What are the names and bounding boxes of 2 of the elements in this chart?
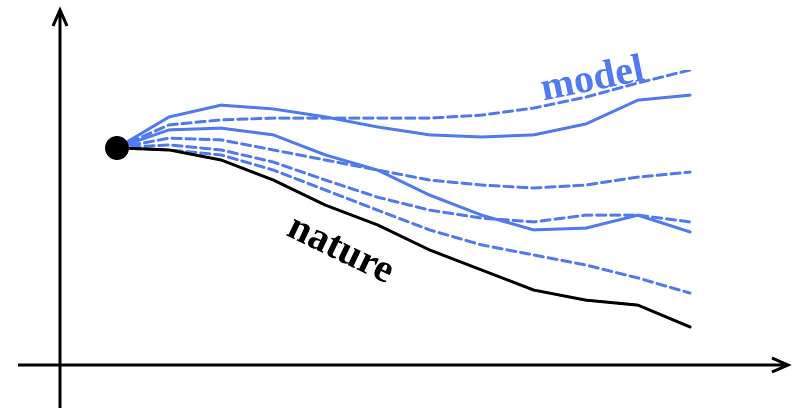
annotation: model: [536, 44, 648, 110]
annotation: nature: [281, 202, 402, 292]
